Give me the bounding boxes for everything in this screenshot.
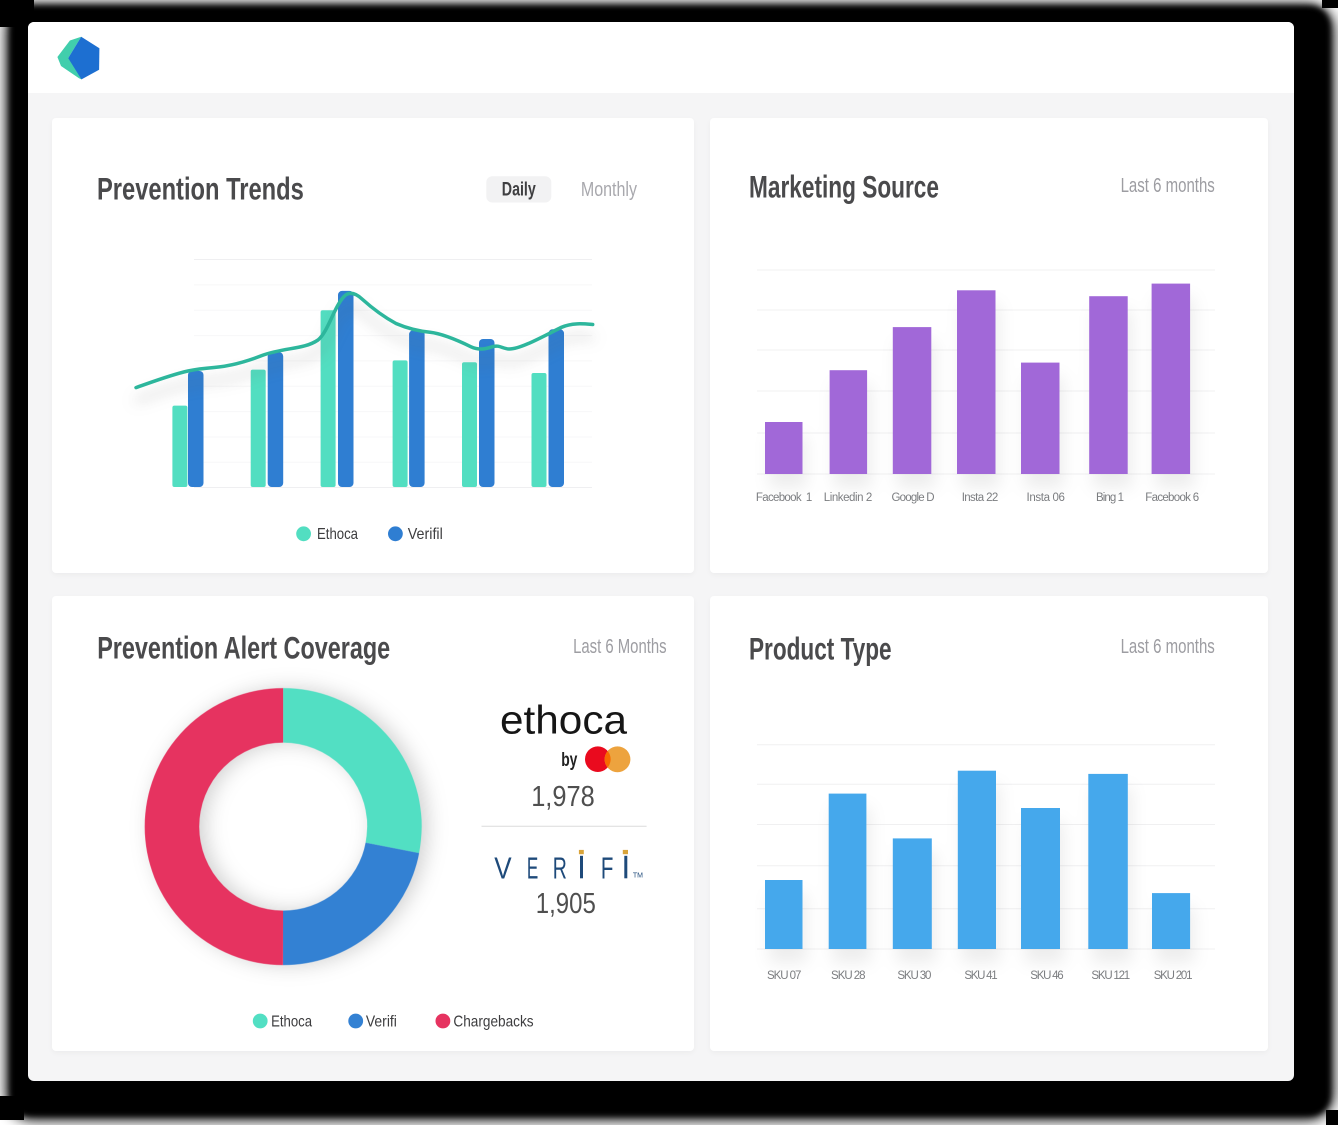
svg-text:SKU 201: SKU 201 xyxy=(1154,970,1193,982)
svg-text:Ethoca: Ethoca xyxy=(271,1013,312,1030)
svg-text:SKU 41: SKU 41 xyxy=(964,970,997,982)
svg-text:by: by xyxy=(561,750,578,771)
svg-text:Ethoca: Ethoca xyxy=(317,526,358,543)
svg-text:Google D: Google D xyxy=(891,492,934,504)
svg-text:SKU 121: SKU 121 xyxy=(1091,970,1130,982)
svg-text:Prevention Trends: Prevention Trends xyxy=(97,170,304,206)
svg-text:Last 6 Months: Last 6 Months xyxy=(573,635,667,658)
svg-text:Product Type: Product Type xyxy=(749,631,892,667)
svg-text:1,905: 1,905 xyxy=(536,888,596,920)
svg-text:R: R xyxy=(553,852,567,886)
svg-text:SKU 28: SKU 28 xyxy=(831,970,866,982)
svg-text:Insta 22: Insta 22 xyxy=(962,492,999,504)
svg-text:Prevention Alert Coverage: Prevention Alert Coverage xyxy=(97,629,390,665)
svg-text:ethoca: ethoca xyxy=(500,699,628,743)
svg-text:V: V xyxy=(494,851,511,886)
svg-text:E: E xyxy=(527,851,538,886)
svg-text:Bing 1: Bing 1 xyxy=(1096,492,1124,504)
svg-text:TM: TM xyxy=(633,873,643,880)
svg-text:SKU 30: SKU 30 xyxy=(897,970,931,982)
svg-text:SKU 07: SKU 07 xyxy=(767,970,801,982)
svg-text:Facebook 1: Facebook 1 xyxy=(756,492,812,504)
svg-text:Marketing Source: Marketing Source xyxy=(749,169,939,205)
svg-text:SKU 46: SKU 46 xyxy=(1030,970,1063,982)
svg-text:Verifil: Verifil xyxy=(408,526,443,543)
svg-text:Daily: Daily xyxy=(502,179,536,201)
svg-text:1,978: 1,978 xyxy=(531,781,595,813)
svg-text:Chargebacks: Chargebacks xyxy=(453,1013,533,1030)
svg-text:Last 6 months: Last 6 months xyxy=(1121,635,1215,658)
svg-text:Monthly: Monthly xyxy=(581,179,637,201)
svg-text:Insta 06: Insta 06 xyxy=(1027,492,1065,504)
svg-text:Linkedin 2: Linkedin 2 xyxy=(824,492,873,504)
svg-text:F: F xyxy=(601,850,614,885)
svg-text:Verifi: Verifi xyxy=(366,1013,397,1030)
svg-text:Last 6 months: Last 6 months xyxy=(1121,174,1215,197)
svg-text:Facebook 6: Facebook 6 xyxy=(1145,492,1199,504)
